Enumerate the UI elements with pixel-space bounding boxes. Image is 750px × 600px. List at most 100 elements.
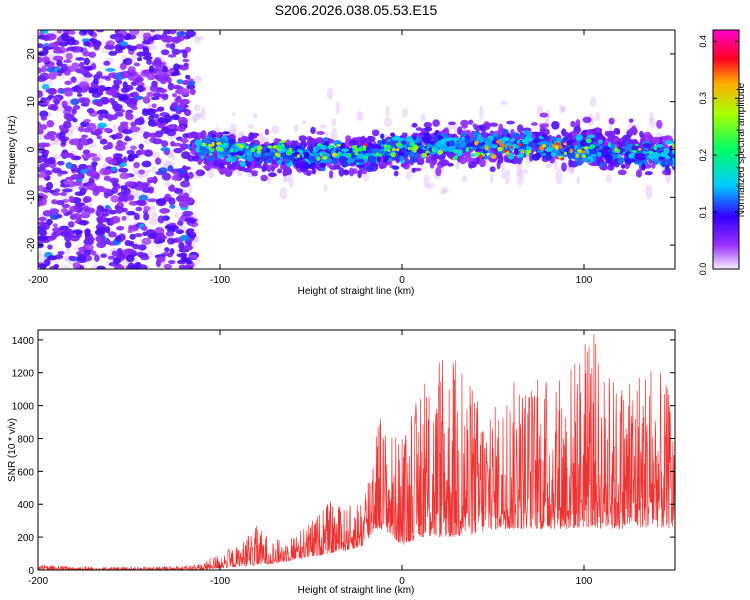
colorbar-label: Normalized spectral amplitude	[736, 82, 747, 217]
heatmap-cell	[183, 62, 189, 67]
heatmap-cell	[82, 65, 94, 71]
heatmap-cell	[164, 180, 173, 187]
heatmap-cell	[157, 93, 169, 98]
heatmap-cell	[162, 65, 168, 73]
heatmap-cell	[634, 143, 639, 147]
snr-panel: -200 -100 0 100 0 200 400 600 800 1000 1200 1400 H…	[7, 329, 676, 596]
heatmap-cell	[304, 151, 310, 159]
heatmap-cell	[42, 210, 52, 217]
heatmap-cell	[215, 146, 222, 151]
heatmap-cell	[53, 55, 64, 62]
heatmap-cell	[134, 117, 145, 126]
heatmap-cell	[511, 132, 521, 138]
heatmap-cell	[168, 225, 179, 231]
heatmap-cell	[188, 254, 198, 259]
heatmap-cell	[142, 51, 152, 58]
heatmap-cell	[246, 155, 253, 162]
heatmap-cell	[179, 88, 190, 96]
heatmap-cell	[56, 69, 66, 74]
heatmap-cell	[582, 154, 586, 159]
heatmap-cell	[127, 66, 136, 73]
heatmap-cell	[256, 145, 263, 150]
heatmap-cell	[43, 142, 51, 148]
heatmap-cell	[78, 219, 90, 226]
snr-y-tick-label: 1400	[12, 336, 35, 347]
heatmap-cell	[356, 110, 364, 121]
heatmap-cell	[160, 147, 171, 152]
heatmap-cell	[492, 132, 499, 138]
heatmap-cell	[345, 135, 352, 141]
heatmap-cell	[76, 93, 83, 97]
heatmap-cell	[184, 175, 190, 182]
heatmap-cell	[119, 62, 127, 70]
heatmap-cell	[169, 204, 176, 209]
heatmap-cell	[170, 114, 180, 121]
heatmap-cell	[88, 51, 97, 58]
heatmap-cell	[261, 150, 266, 154]
heatmap-cell	[59, 170, 68, 175]
heatmap-cell	[562, 136, 568, 141]
heatmap-cell	[264, 155, 273, 159]
heatmap-cell	[165, 231, 175, 237]
heatmap-cell	[46, 67, 55, 73]
heatmap-cell	[586, 134, 596, 138]
heatmap-cell	[136, 57, 143, 62]
heatmap-cell	[75, 57, 85, 61]
heatmap-cell	[200, 130, 207, 140]
heatmap-cell	[425, 150, 430, 154]
heatmap-cell	[167, 53, 177, 58]
heatmap-cell	[52, 49, 64, 54]
heatmap-cell	[211, 141, 215, 147]
heatmap-cell	[137, 244, 147, 251]
heatmap-cell	[99, 113, 108, 118]
heatmap-cell	[90, 170, 98, 176]
heatmap-cell	[526, 152, 530, 157]
heatmap-cell	[78, 126, 85, 133]
heatmap-cell	[161, 252, 171, 257]
heatmap-cell	[349, 139, 358, 146]
heatmap-cell	[242, 167, 252, 173]
heatmap-cell	[441, 144, 449, 153]
heatmap-cell	[207, 143, 212, 148]
heatmap-cell	[195, 145, 202, 153]
heatmap-cell	[613, 127, 621, 135]
heatmap-cell	[474, 151, 481, 157]
heatmap-cell	[288, 173, 294, 188]
snr-y-label: SNR (10 * v/v)	[7, 418, 18, 482]
heatmap-cell	[365, 165, 374, 173]
heatmap-cell	[108, 50, 118, 56]
heatmap-cell	[74, 138, 80, 146]
heatmap-cell	[125, 110, 131, 118]
heatmap-cell	[86, 108, 95, 114]
heatmap-cell	[93, 42, 101, 51]
heatmap-cell	[98, 109, 108, 115]
heatmap-cell	[225, 157, 233, 162]
heatmap-cell	[248, 132, 255, 141]
heatmap-cell	[385, 144, 392, 150]
heatmap-cell	[63, 256, 70, 262]
heatmap-cell	[169, 248, 175, 255]
heatmap-cell	[173, 63, 180, 71]
heatmap-cell	[182, 210, 194, 217]
heatmap-cell	[39, 110, 49, 118]
heatmap-cell	[141, 40, 151, 45]
heatmap-cell	[169, 43, 176, 50]
heatmap-cell	[185, 259, 193, 265]
heatmap-cell	[145, 108, 156, 116]
heatmap-cell	[148, 65, 155, 73]
heatmap-cell	[459, 156, 467, 165]
heatmap-cell	[410, 156, 417, 164]
heatmap-cell	[516, 124, 524, 133]
heatmap-cell	[151, 211, 157, 219]
heatmap-cell	[146, 91, 155, 97]
heatmap-cell	[190, 131, 200, 138]
heatmap-cell	[437, 150, 444, 155]
heatmap-cell	[335, 101, 340, 115]
heatmap-cell	[171, 93, 178, 98]
snr-y-tick-label: 1000	[12, 402, 35, 413]
heatmap-cell	[309, 146, 314, 154]
heatmap-cell	[72, 181, 83, 186]
heatmap-cell	[605, 157, 611, 164]
heatmap-cell	[112, 258, 122, 264]
heatmap-cell	[38, 194, 43, 202]
